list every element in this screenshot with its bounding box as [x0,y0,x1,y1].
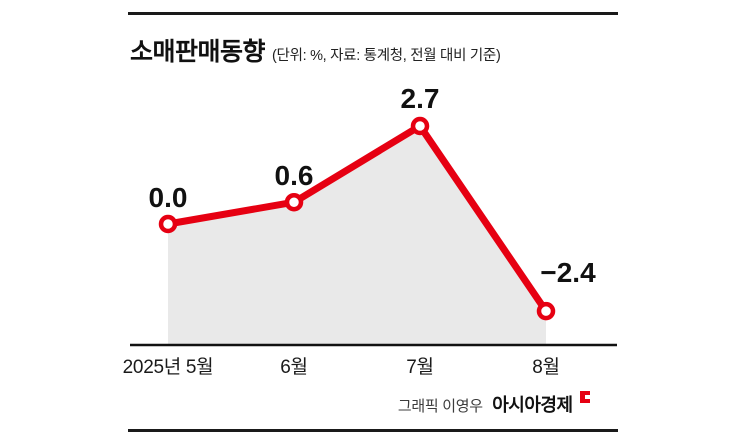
data-point [410,116,430,136]
brand-name: 아시아경제 [492,395,573,415]
x-tick-label: 8월 [532,357,560,378]
x-tick-label: 2025년 5월 [122,357,214,378]
x-tick-label: 6월 [280,357,308,378]
value-label: 2.7 [401,83,440,114]
value-label: 0.0 [149,182,188,213]
bottom-rule [128,429,618,432]
data-point [284,192,304,212]
footer: 그래픽 이영우 아시아경제 [128,391,590,417]
value-label: −2.4 [540,257,596,288]
brand-logo-icon [580,391,590,403]
area-fill [168,125,546,345]
x-tick-label: 7월 [406,357,434,378]
credit-text: 그래픽 이영우 [397,398,483,415]
line-chart: 0.0 0.6 2.7 −2.4 [130,83,617,347]
top-rule [128,12,618,15]
data-point [536,301,556,321]
chart-subtitle: (단위: %, 자료: 통계청, 전월 대비 기준) [272,48,501,64]
trend-line [164,122,550,315]
header: 소매판매동향 (단위: %, 자료: 통계청, 전월 대비 기준) [130,32,501,68]
value-label: 0.6 [275,160,314,191]
data-point [158,214,178,234]
chart-title: 소매판매동향 [130,38,266,66]
